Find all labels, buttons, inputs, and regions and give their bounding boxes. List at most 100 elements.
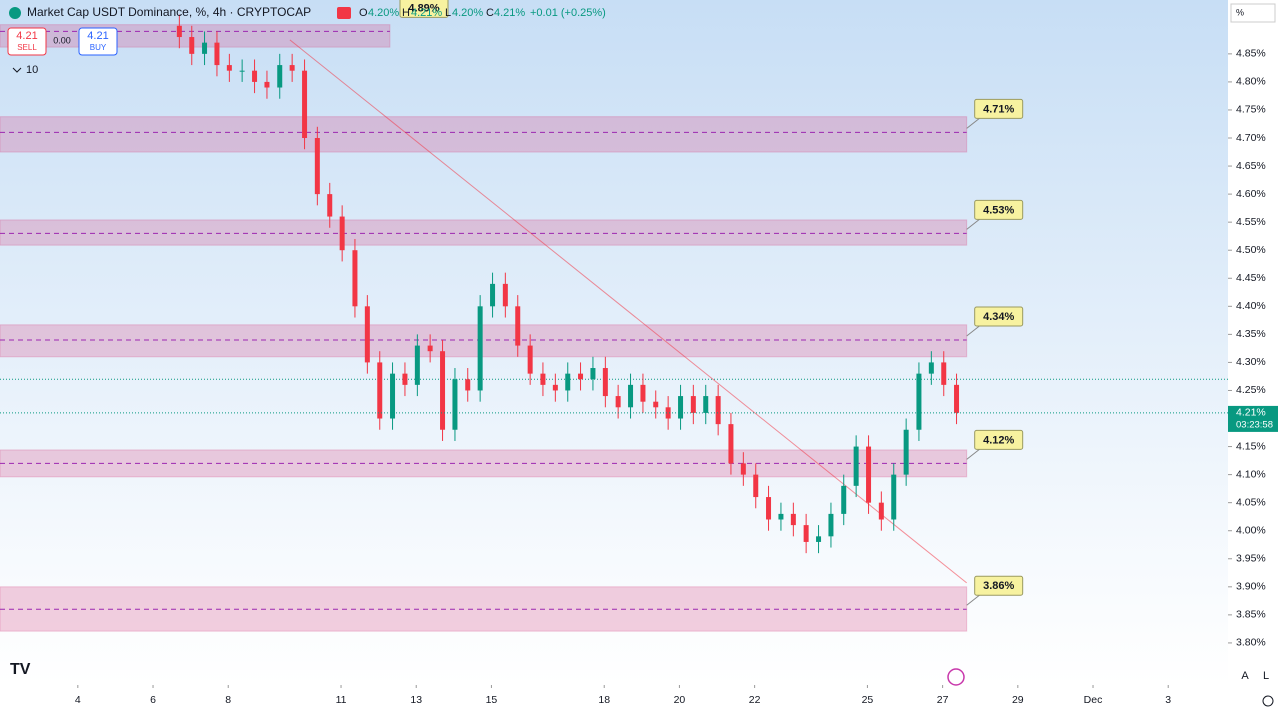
auto-button[interactable]: A: [1241, 670, 1249, 682]
x-tick-label: 20: [674, 694, 686, 706]
candle-body: [715, 396, 721, 425]
price-tag-label: 4.21%: [1236, 407, 1266, 419]
candle-body: [552, 384, 558, 391]
ohlc-key: L: [445, 7, 451, 19]
zone-label: 3.86%: [983, 580, 1014, 592]
candle-body: [264, 81, 270, 88]
candle-body: [540, 373, 546, 385]
candle-body: [390, 373, 396, 419]
candle-body: [352, 250, 358, 307]
candle-body: [239, 70, 245, 72]
candle-body: [289, 65, 295, 71]
candle-body: [277, 65, 283, 88]
x-tick-label: 6: [150, 694, 156, 706]
price-tag: [1228, 405, 1278, 432]
candle-body: [690, 396, 696, 413]
candle-body: [816, 536, 822, 542]
y-tick-label: 4.85%: [1236, 48, 1266, 60]
candle-body: [640, 384, 646, 402]
candle-body: [465, 379, 471, 391]
candle-body: [878, 502, 884, 520]
candle-body: [565, 373, 571, 391]
time-axis: [0, 685, 1228, 708]
spread: 0.00: [53, 35, 71, 45]
plot: 4.89% 4.71% 4.53% 4.34% 4.12% 3.86%: [0, 0, 1228, 632]
buy-button[interactable]: [78, 27, 118, 56]
zone: [0, 116, 968, 153]
toolbar: Market Cap USDT Dominance, %, 4h · CRYPT…: [7, 3, 1276, 707]
candle-body: [377, 362, 383, 419]
callout-line: [966, 448, 981, 460]
indicator-count: 10: [26, 64, 38, 76]
change: +0.01 (+0.25%): [530, 7, 606, 19]
callout-box: [974, 306, 1024, 327]
log-button[interactable]: L: [1263, 670, 1269, 682]
y-tick-label: 4.80%: [1236, 76, 1266, 88]
candle-body: [214, 42, 220, 66]
x-tick-label: 4: [75, 694, 81, 706]
callout-line: [966, 117, 981, 129]
candle-body: [202, 42, 208, 54]
y-tick-label: 4.75%: [1236, 104, 1266, 116]
candle-body: [527, 345, 533, 374]
x-tick-label: 27: [937, 694, 949, 706]
zone-label: 4.12%: [983, 434, 1014, 446]
y-tick-label: 4.35%: [1236, 328, 1266, 340]
x-tick-label: 3: [1165, 694, 1171, 706]
candle-body: [414, 345, 420, 385]
candle-body: [176, 25, 182, 38]
news-icon[interactable]: [947, 668, 965, 686]
buy-label: BUY: [90, 43, 107, 52]
candle-body: [252, 70, 258, 82]
y-tick-label: 4.15%: [1236, 440, 1266, 452]
ohlc-value: 4.20%: [452, 7, 483, 19]
zone-label: 4.89%: [408, 2, 439, 14]
candle-body: [766, 497, 772, 520]
settings-icon[interactable]: [1262, 695, 1274, 707]
sell-button[interactable]: [7, 27, 47, 56]
symbol-title: Market Cap USDT Dominance, %, 4h · CRYPT…: [27, 5, 311, 19]
y-tick-label: 3.90%: [1236, 581, 1266, 593]
y-tick-label: 4.55%: [1236, 216, 1266, 228]
x-tick-label: 8: [225, 694, 231, 706]
candle-body: [339, 216, 345, 251]
ohlc-key: H: [402, 7, 410, 19]
collapse-arrow[interactable]: [12, 67, 22, 73]
logo: [9, 7, 21, 19]
sell-price: 4.21: [16, 30, 37, 42]
candle-body: [841, 485, 847, 514]
flag[interactable]: [337, 7, 351, 19]
y-tick-label: 3.80%: [1236, 637, 1266, 649]
candle-body: [916, 373, 922, 430]
y-tick-label: 3.95%: [1236, 553, 1266, 565]
candle-body: [578, 373, 584, 380]
zone: [0, 219, 968, 246]
tv-logo: TV: [10, 661, 31, 678]
callout-line: [966, 593, 981, 606]
candle-body: [954, 384, 960, 413]
candle-body: [302, 70, 308, 139]
ohlc-key: O: [359, 7, 368, 19]
x-tick-label: Dec: [1084, 694, 1103, 706]
candle-body: [452, 379, 458, 430]
y-tick-label: 4.50%: [1236, 244, 1266, 256]
candle-body: [753, 474, 759, 498]
candle-body: [477, 306, 483, 391]
x-tick-label: 15: [486, 694, 498, 706]
price-tag-timer: 03:23:58: [1236, 419, 1273, 430]
y-tick-label: 4.65%: [1236, 160, 1266, 172]
candle-body: [891, 474, 897, 520]
y-tick-label: 4.60%: [1236, 188, 1266, 200]
scale-box[interactable]: [1230, 3, 1276, 23]
candle-body: [941, 362, 947, 385]
candle-body: [402, 373, 408, 385]
trendline: [289, 39, 967, 584]
callout-box: [974, 199, 1024, 220]
zone-label: 4.71%: [983, 103, 1014, 115]
callout-box: [974, 429, 1024, 450]
callout-box: [399, 0, 449, 18]
candle-body: [364, 306, 370, 363]
zone-label: 4.53%: [983, 204, 1014, 216]
candle-body: [828, 513, 834, 537]
